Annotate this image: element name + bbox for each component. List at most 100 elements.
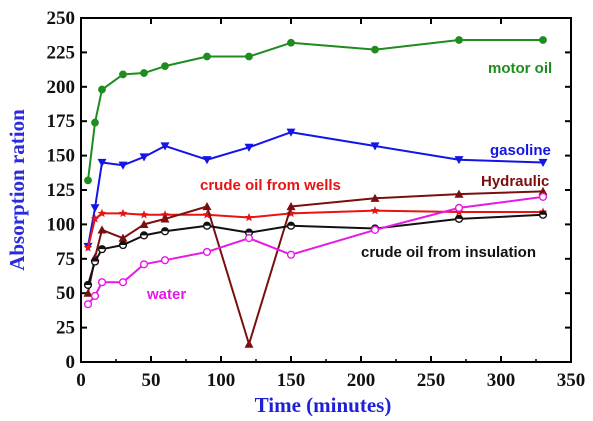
data-point-water	[370, 225, 380, 235]
data-point-crude-oil-from-insulation	[97, 245, 107, 254]
data-point-hydraulic	[139, 219, 149, 228]
x-tick-label: 100	[207, 370, 236, 391]
marker-fill	[84, 281, 92, 285]
y-tick-label: 150	[47, 146, 76, 167]
data-point-hydraulic	[97, 225, 107, 234]
data-point-crude-oil-from-insulation	[160, 227, 170, 236]
data-point-motor-oil	[371, 45, 379, 54]
data-point-water	[454, 203, 464, 212]
data-point-water	[286, 250, 296, 259]
data-point-crude-oil-from-wells	[83, 243, 93, 252]
data-point-water	[139, 260, 149, 269]
series-gasoline	[83, 128, 548, 251]
data-point-motor-oil	[119, 70, 127, 79]
series-label-crude-oil-from-wells: crude oil from wells	[200, 177, 341, 194]
y-tick-label: 100	[47, 214, 76, 235]
data-point-hydraulic	[538, 186, 548, 195]
data-point-hydraulic	[83, 288, 93, 297]
data-point-crude-oil-from-insulation	[118, 240, 128, 250]
data-point-motor-oil	[161, 62, 169, 71]
data-point-crude-oil-from-wells	[160, 210, 170, 219]
series-label-crude-oil-from-insulation: crude oil from insulation	[361, 244, 536, 261]
marker-fill	[140, 232, 148, 236]
y-tick-label: 25	[56, 318, 75, 339]
data-point-water	[90, 291, 100, 301]
data-point-crude-oil-from-insulation	[202, 221, 212, 230]
y-axis-title: Absorption ration	[5, 109, 29, 271]
data-point-water	[244, 234, 254, 243]
data-point-crude-oil-from-wells	[97, 208, 107, 218]
x-tick-label: 350	[557, 370, 586, 391]
data-point-gasoline	[370, 142, 380, 151]
data-point-motor-oil	[539, 36, 547, 44]
data-point-hydraulic	[454, 189, 464, 198]
data-point-gasoline	[454, 156, 464, 165]
marker-fill	[98, 245, 106, 250]
series-motor-oil	[84, 36, 547, 185]
data-point-water	[160, 256, 170, 265]
marker-fill	[539, 211, 547, 215]
data-point-water	[202, 247, 212, 257]
data-point-crude-oil-from-insulation	[90, 257, 100, 266]
series-line-crude-oil-from-wells	[87, 209, 543, 249]
series-hydraulic	[83, 186, 548, 348]
marker-fill	[91, 258, 99, 262]
data-point-crude-oil-from-insulation	[286, 221, 296, 230]
series-line-gasoline	[87, 131, 544, 247]
data-point-motor-oil	[98, 85, 106, 94]
x-tick-label: 300	[487, 370, 516, 391]
y-tick-label: 125	[47, 180, 76, 201]
data-point-gasoline	[139, 153, 149, 162]
data-point-crude-oil-from-wells	[118, 208, 128, 218]
marker-fill	[245, 229, 253, 233]
marker-fill	[161, 227, 169, 232]
y-tick-label: 50	[56, 283, 75, 304]
x-tick-label: 150	[277, 370, 306, 391]
data-point-motor-oil	[84, 176, 92, 185]
data-point-motor-oil	[287, 38, 295, 47]
series-label-water: water	[146, 286, 186, 303]
data-point-gasoline	[160, 142, 170, 151]
tick-labels: 0 50 100 150 200 250 300 350 0 25 50 75 100 125 150 175…	[47, 8, 586, 391]
data-point-hydraulic	[202, 202, 212, 211]
data-point-crude-oil-from-insulation	[139, 231, 149, 240]
x-tick-label: 200	[347, 370, 376, 391]
data-point-crude-oil-from-wells	[202, 210, 212, 219]
data-point-gasoline	[90, 204, 100, 213]
data-point-crude-oil-from-wells	[90, 214, 100, 223]
series-water	[83, 192, 548, 309]
data-point-crude-oil-from-insulation	[538, 210, 548, 219]
data-point-hydraulic	[160, 214, 170, 223]
data-point-motor-oil	[140, 69, 148, 77]
tick-marks	[80, 17, 572, 363]
series-line-hydraulic	[87, 190, 544, 346]
data-point-water	[97, 278, 107, 287]
data-point-crude-oil-from-wells	[286, 208, 296, 218]
data-point-crude-oil-from-wells	[370, 206, 380, 215]
data-point-gasoline	[286, 128, 296, 137]
data-point-motor-oil	[91, 118, 99, 127]
series-label-hydraulic: Hydraulic	[481, 173, 549, 190]
y-tick-label: 200	[47, 77, 76, 98]
data-point-motor-oil	[203, 52, 211, 61]
x-tick-label: 50	[142, 370, 161, 391]
marker-fill	[455, 215, 463, 219]
series-group	[83, 36, 548, 348]
x-tick-label: 250	[417, 370, 446, 391]
data-point-gasoline	[97, 158, 107, 167]
marker-fill	[203, 222, 211, 226]
series-line-motor-oil	[87, 39, 543, 181]
y-tick-label: 225	[47, 42, 76, 63]
y-tick-label: 250	[47, 8, 76, 29]
data-point-crude-oil-from-wells	[244, 212, 254, 222]
data-point-hydraulic	[286, 202, 296, 211]
y-tick-label: 175	[47, 111, 76, 132]
data-point-motor-oil	[455, 36, 463, 44]
data-point-hydraulic	[370, 193, 380, 202]
series-labels: motor oil gasoline crude oil from wells Hyd…	[146, 60, 552, 303]
data-point-crude-oil-from-insulation	[454, 214, 464, 223]
marker-fill	[119, 241, 127, 246]
data-point-gasoline	[538, 158, 548, 167]
